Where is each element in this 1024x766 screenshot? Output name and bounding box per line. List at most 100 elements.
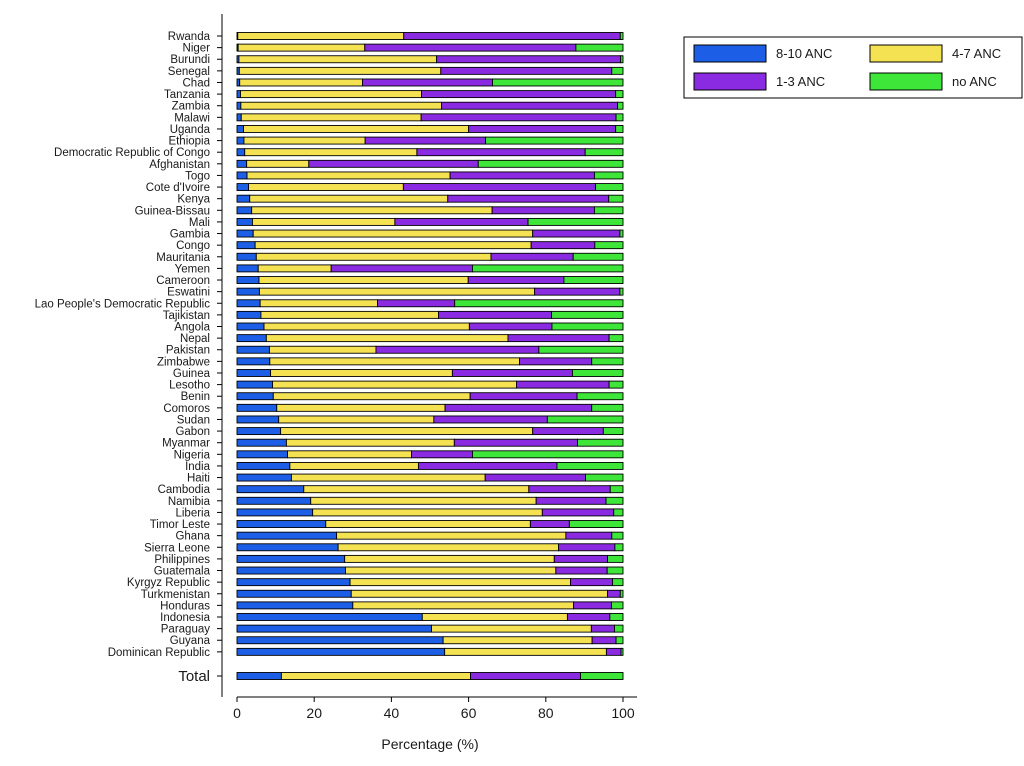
x-tick-label: 80	[538, 705, 554, 721]
bar-segment-1-3-anc	[468, 322, 553, 331]
bar-segment-4-7-anc	[336, 531, 567, 540]
bar-row-15	[217, 206, 624, 215]
bar-segment-4-7-anc	[254, 241, 532, 250]
legend-item: 8-10 ANC	[693, 44, 832, 63]
bar-segment-4-7-anc	[244, 148, 418, 157]
bar-segment-4-7-anc	[263, 322, 470, 331]
bar-row-36	[217, 450, 624, 459]
category-label: Gambia	[170, 229, 211, 241]
bar-segment-1-3-anc	[421, 90, 617, 99]
bar-segment-4-7-anc	[257, 264, 332, 273]
bar-row-39	[217, 485, 624, 494]
legend-swatch	[693, 44, 767, 63]
bar-segment-4-7-anc	[352, 601, 575, 610]
category-label: Yemen	[175, 263, 210, 275]
bar-segment-4-7-anc	[269, 357, 521, 366]
bar-segment-8-10-anc	[236, 136, 245, 145]
bar-row-53	[217, 647, 624, 656]
bar-segment-1-3-anc	[433, 415, 548, 424]
bar-segment-8-10-anc	[236, 647, 446, 656]
category-label: Myanmar	[162, 438, 210, 450]
bar-segment-no-anc	[615, 113, 624, 122]
bar-segment-no-anc	[610, 601, 624, 610]
category-label: Zambia	[172, 101, 211, 113]
category-label: India	[185, 461, 211, 473]
bar-segment-no-anc	[602, 427, 624, 436]
bar-segment-8-10-anc	[236, 148, 246, 157]
category-label: Democratic Republic of Congo	[54, 147, 210, 159]
category-label: Comoros	[163, 403, 210, 415]
x-tick-label: 20	[306, 705, 322, 721]
category-label: Philippines	[154, 554, 210, 566]
bar-segment-1-3-anc	[444, 403, 593, 412]
bar-row-6	[217, 101, 624, 110]
bar-segment-1-3-anc	[534, 287, 621, 296]
bar-row-27	[217, 345, 624, 354]
bar-segment-no-anc	[615, 90, 624, 99]
bar-segment-8-10-anc	[236, 345, 270, 354]
bar-row-45	[217, 554, 624, 563]
bar-segment-1-3-anc	[330, 264, 473, 273]
bar-segment-8-10-anc	[236, 252, 257, 261]
bar-segment-8-10-anc	[236, 90, 241, 99]
bar-segment-no-anc	[492, 78, 624, 87]
bar-row-3	[217, 66, 624, 75]
bar-segment-no-anc	[608, 380, 624, 389]
bar-segment-4-7-anc	[238, 55, 438, 64]
bar-row-35	[217, 438, 624, 447]
bar-row-40	[217, 496, 624, 505]
bar-segment-1-3-anc	[411, 450, 473, 459]
bar-segment-1-3-anc	[484, 473, 587, 482]
bar-segment-4-7-anc	[258, 276, 469, 284]
bar-segment-1-3-anc	[394, 217, 529, 226]
bar-segment-8-10-anc	[236, 508, 314, 517]
legend-label: no ANC	[952, 74, 997, 89]
bar-row-8	[217, 125, 624, 133]
bar-segment-4-7-anc	[240, 113, 422, 122]
bar-segment-8-10-anc	[236, 334, 267, 343]
bar-segment-1-3-anc	[566, 613, 611, 621]
bar-segment-no-anc	[556, 461, 624, 470]
bar-segment-no-anc	[615, 636, 624, 645]
bar-segment-no-anc	[611, 531, 624, 540]
bar-segment-1-3-anc	[375, 345, 540, 354]
category-label: Turkmenistan	[141, 589, 210, 601]
bar-segment-4-7-anc	[442, 636, 593, 645]
bar-row-32	[217, 403, 624, 412]
bar-row-29	[217, 369, 624, 377]
bar-segment-8-10-anc	[236, 566, 346, 575]
total-bar	[217, 672, 624, 680]
category-label: Senegal	[168, 66, 210, 78]
bar-segment-8-10-anc	[236, 520, 327, 528]
bar-segment-4-7-anc	[349, 578, 571, 587]
bar-row-4	[217, 78, 624, 87]
legend-label: 8-10 ANC	[776, 46, 832, 61]
category-label: Sudan	[177, 414, 210, 426]
bar-segment-1-3-anc	[553, 554, 609, 563]
bar-segment-no-anc	[615, 125, 624, 133]
bar-segment-1-3-anc	[447, 194, 610, 203]
bar-segment-1-3-anc	[364, 43, 577, 52]
category-label: Gabon	[175, 426, 210, 438]
x-axis-title: Percentage (%)	[381, 736, 478, 752]
bar-row-23	[217, 299, 624, 308]
bar-segment-8-10-anc	[236, 206, 253, 215]
bar-row-22	[217, 287, 624, 296]
bar-segment-8-10-anc	[236, 461, 291, 470]
category-label: Kenya	[177, 194, 210, 206]
bar-row-21	[217, 276, 624, 284]
bar-segment-4-7-anc	[265, 334, 509, 343]
bar-segment-4-7-anc	[345, 566, 557, 575]
bar-segment-4-7-anc	[240, 101, 443, 110]
bar-segment-4-7-anc	[258, 287, 536, 296]
bar-row-17	[217, 229, 624, 238]
bar-segment-1-3-anc	[558, 543, 616, 552]
bar-segment-8-10-anc	[236, 276, 260, 284]
bar-row-34	[217, 427, 624, 436]
category-label: Liberia	[175, 507, 210, 519]
bar-segment-no-anc	[472, 450, 624, 459]
bar-segment-no-anc	[594, 241, 624, 250]
bar-segment-8-10-anc	[236, 322, 265, 331]
bar-row-24	[217, 310, 624, 319]
bar-segment-4-7-anc	[280, 672, 471, 680]
